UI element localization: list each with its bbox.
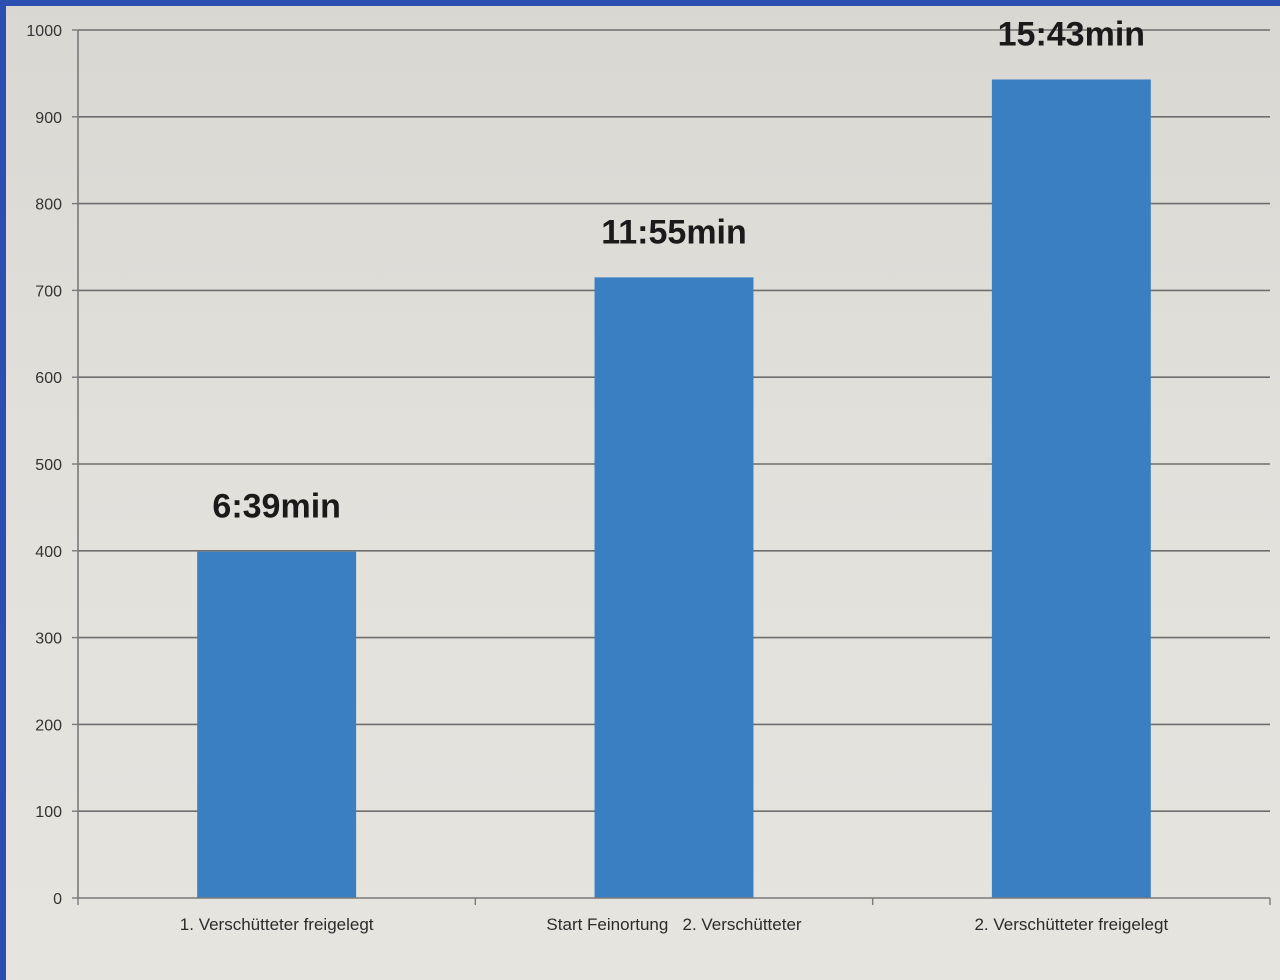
y-axis-ticks: 0 100 200 300 400 500 600 700 800 900 1000 — [26, 23, 78, 908]
y-tick-label: 700 — [35, 283, 62, 300]
y-tick-label: 600 — [35, 370, 62, 387]
y-tick-label: 900 — [35, 110, 62, 127]
data-labels: 6:39min 11:55min 15:43min — [212, 15, 1145, 525]
data-label: 15:43min — [998, 15, 1145, 53]
data-label: 11:55min — [601, 213, 747, 251]
x-tick-label: 2. Verschütteter freigelegt — [974, 915, 1168, 934]
y-tick-label: 200 — [35, 717, 62, 734]
y-tick-label: 0 — [53, 891, 62, 908]
bars — [197, 79, 1151, 898]
bar — [991, 79, 1151, 898]
x-tick-label: Start Feinortung 2. Verschütteter — [546, 915, 801, 934]
y-tick-label: 100 — [35, 804, 62, 821]
x-axis: 1. Verschütteter freigelegt Start Feinort… — [77, 30, 1271, 934]
y-tick-label: 400 — [35, 544, 62, 561]
y-tick-label: 800 — [35, 197, 62, 214]
data-label: 6:39min — [212, 488, 341, 526]
y-tick-label: 300 — [35, 631, 62, 648]
y-tick-label: 500 — [35, 457, 62, 474]
bar — [197, 551, 357, 898]
x-tick-label: 1. Verschütteter freigelegt — [180, 915, 374, 934]
y-tick-label: 1000 — [26, 23, 62, 40]
bar — [594, 277, 754, 898]
